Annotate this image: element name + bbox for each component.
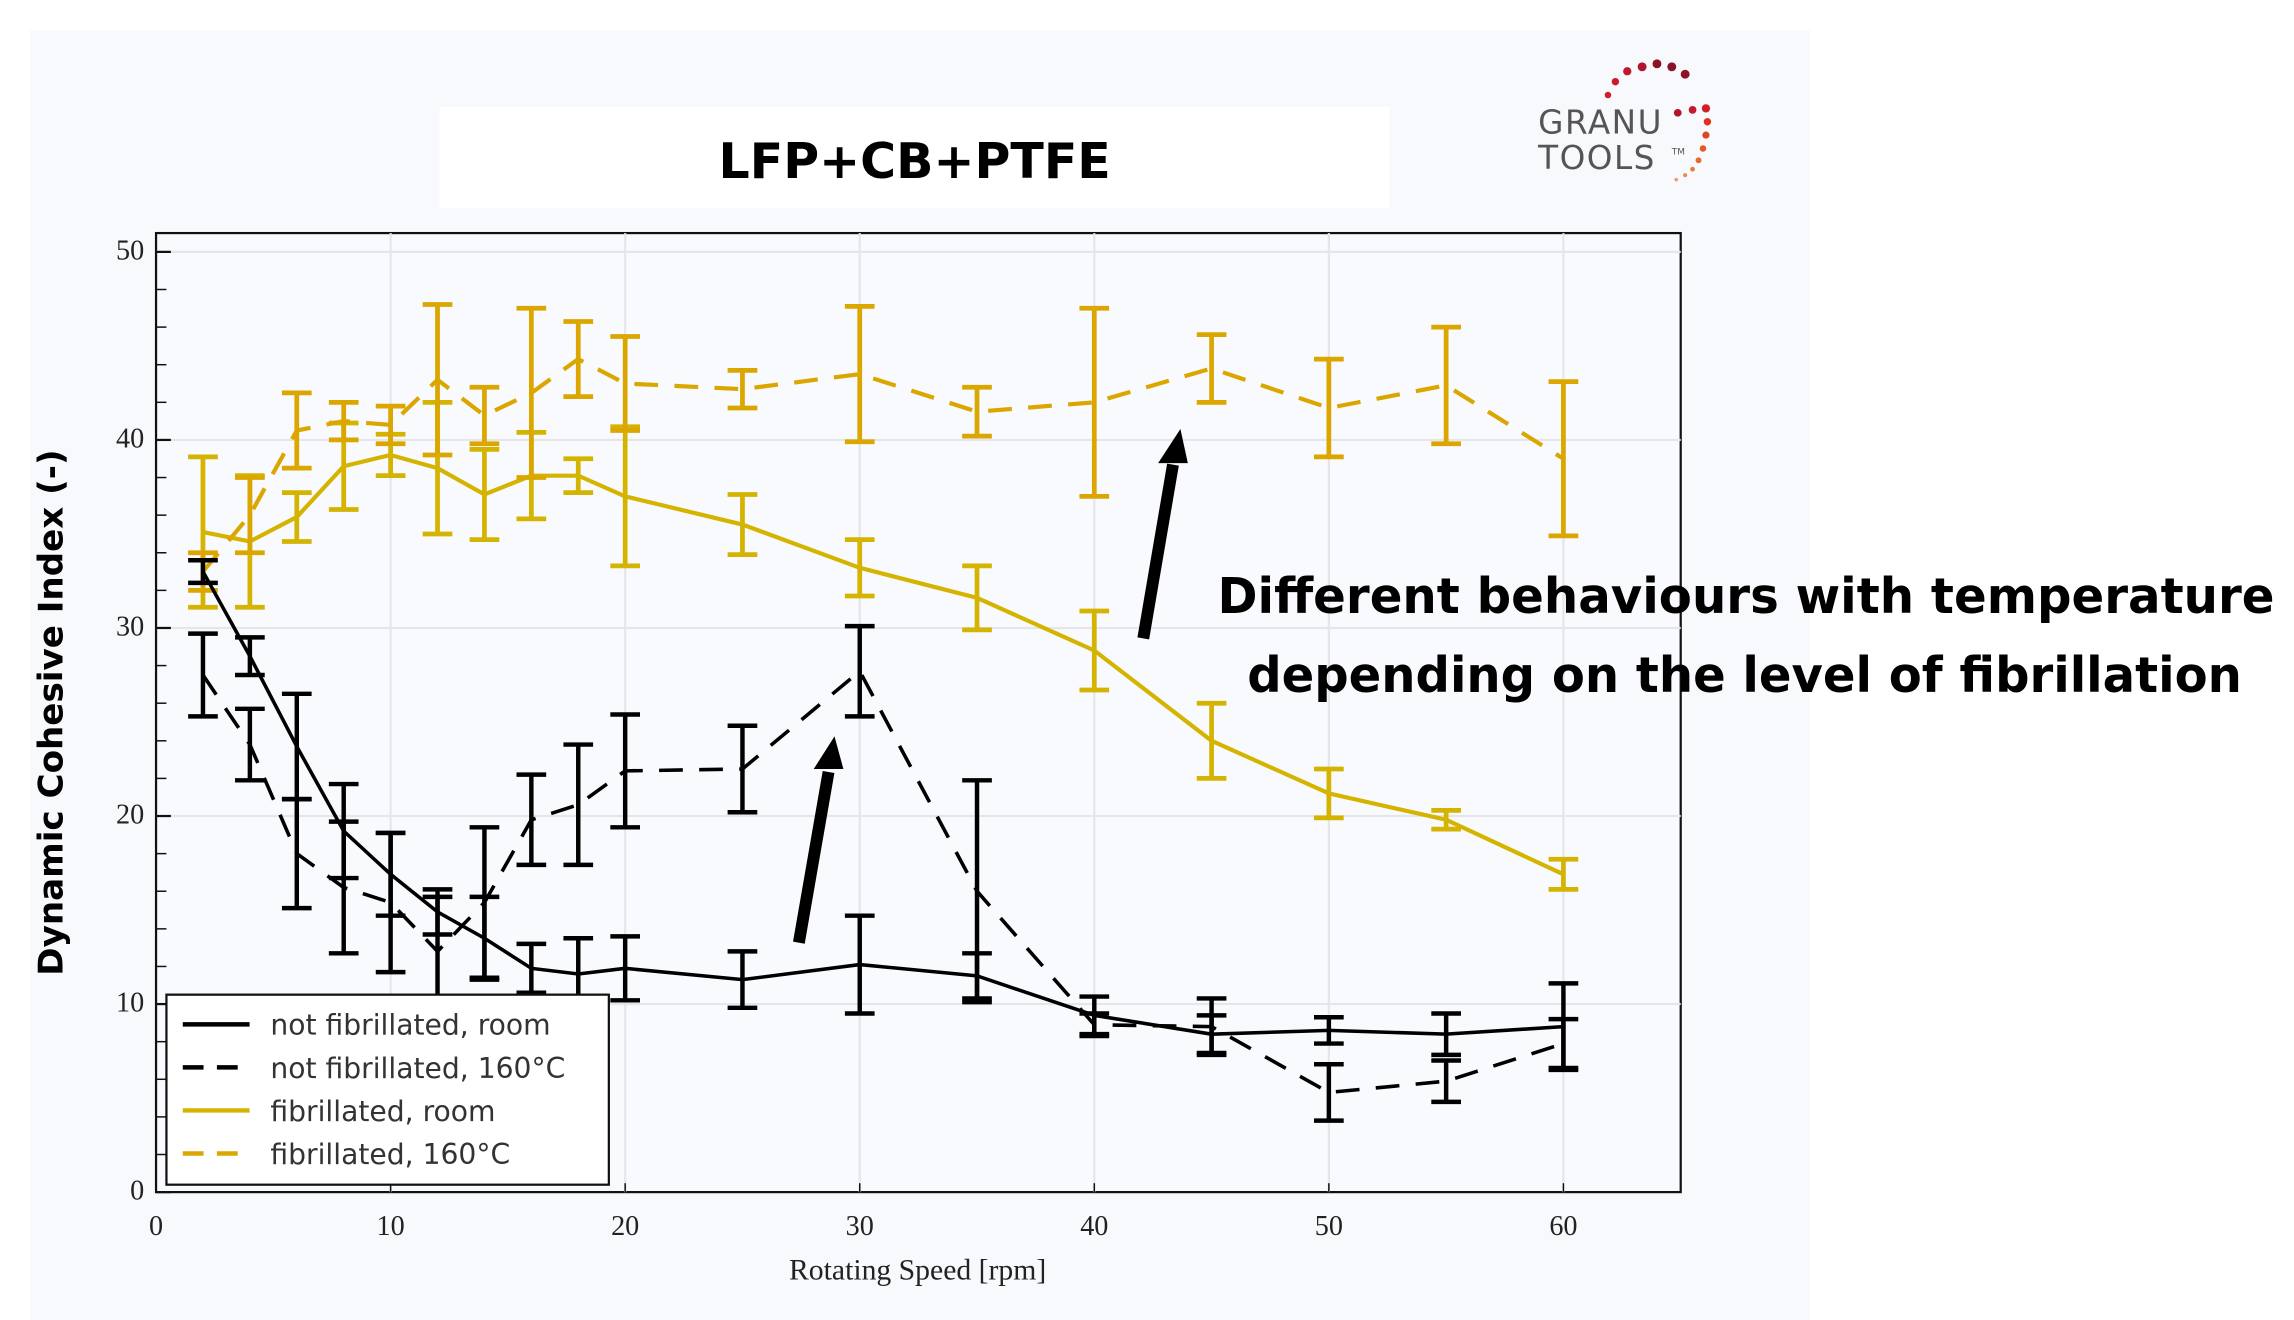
granutools-logo: GRANU TOOLS TM <box>1537 59 1711 181</box>
x-tick-label: 60 <box>1549 1211 1577 1242</box>
logo-dot <box>1700 145 1707 152</box>
logo-dot <box>1696 157 1702 163</box>
logo-dot <box>1623 67 1631 75</box>
y-tick-label: 10 <box>116 987 144 1018</box>
logo-text-line1: GRANU <box>1538 104 1663 142</box>
logo-dot <box>1683 173 1687 177</box>
logo-dot <box>1638 62 1647 71</box>
logo-dot <box>1652 59 1661 68</box>
annotation-line2: depending on the level of fibrillation <box>1247 647 2242 704</box>
y-tick-label: 50 <box>116 235 144 266</box>
y-tick-label: 30 <box>116 611 144 642</box>
logo-dot <box>1605 92 1612 99</box>
logo-dot <box>1702 132 1709 139</box>
logo-dot <box>1702 104 1710 112</box>
x-tick-label: 0 <box>149 1211 163 1242</box>
y-axis-label: Dynamic Cohesive Index (-) <box>32 449 72 975</box>
y-tick-label: 40 <box>116 423 144 454</box>
logo-dot <box>1704 118 1711 125</box>
logo-dot <box>1674 109 1682 117</box>
logo-dot <box>1681 70 1690 79</box>
legend-label: not fibrillated, room <box>270 1009 550 1042</box>
logo-dot <box>1689 106 1697 114</box>
y-tick-label: 20 <box>116 799 144 830</box>
logo-tm: TM <box>1671 147 1685 157</box>
x-tick-label: 50 <box>1315 1211 1343 1242</box>
x-tick-label: 10 <box>377 1211 405 1242</box>
annotation-line1: Different behaviours with temperature <box>1218 568 2275 625</box>
legend-label: fibrillated, room <box>270 1095 495 1128</box>
x-axis-label: Rotating Speed [rpm] <box>789 1255 1046 1287</box>
legend-label: fibrillated, 160°C <box>270 1138 510 1171</box>
x-tick-label: 40 <box>1080 1211 1108 1242</box>
logo-text-line2: TOOLS <box>1537 139 1656 177</box>
logo-dot <box>1667 62 1676 71</box>
x-tick-label: 20 <box>611 1211 639 1242</box>
y-tick-label: 0 <box>130 1176 144 1207</box>
logo-dot <box>1674 178 1678 182</box>
x-tick-label: 30 <box>846 1211 874 1242</box>
legend-label: not fibrillated, 160°C <box>270 1052 565 1085</box>
logo-dot <box>1612 78 1619 85</box>
logo-dot <box>1690 167 1695 172</box>
legend: not fibrillated, room not fibrillated, 16… <box>166 995 608 1185</box>
chart-title: LFP+CB+PTFE <box>719 133 1111 190</box>
